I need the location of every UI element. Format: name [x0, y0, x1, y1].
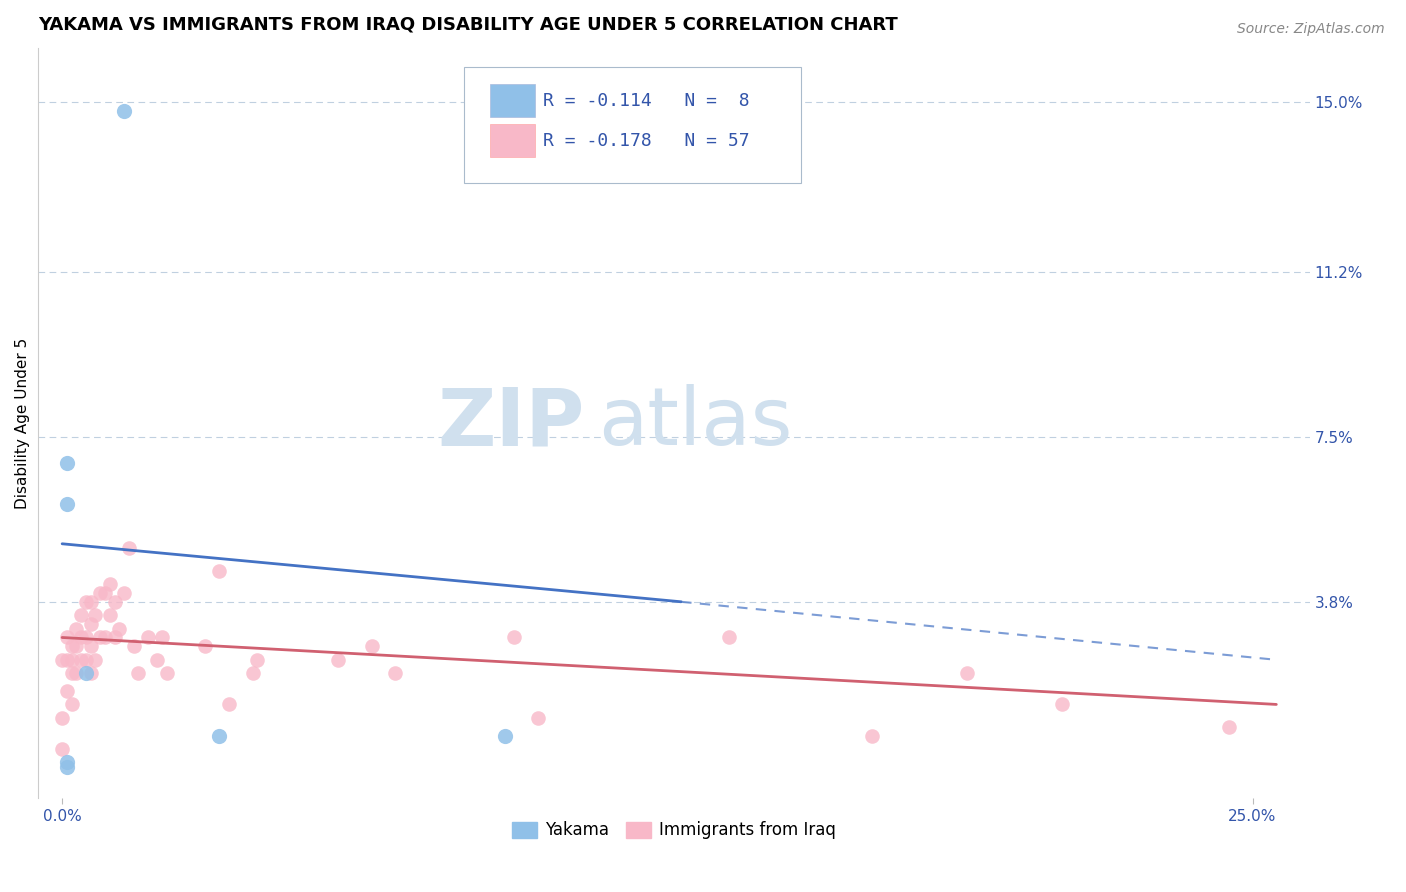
Point	[75, 666, 97, 681]
Point	[51, 711, 73, 725]
Point	[80, 617, 103, 632]
Point	[242, 666, 264, 681]
Point	[80, 595, 103, 609]
Point	[60, 640, 83, 654]
FancyBboxPatch shape	[464, 67, 801, 184]
FancyBboxPatch shape	[489, 85, 536, 118]
Point	[108, 622, 131, 636]
Point	[384, 666, 406, 681]
Point	[56, 497, 79, 511]
Point	[503, 631, 526, 645]
Point	[527, 711, 550, 725]
Text: Source: ZipAtlas.com: Source: ZipAtlas.com	[1237, 22, 1385, 37]
Point	[56, 631, 79, 645]
Point	[136, 631, 159, 645]
Point	[75, 653, 97, 667]
Point	[328, 653, 350, 667]
Text: R = -0.114   N =  8: R = -0.114 N = 8	[543, 92, 749, 110]
Point	[150, 631, 173, 645]
Point	[218, 698, 240, 712]
Point	[60, 698, 83, 712]
Text: atlas: atlas	[598, 384, 792, 462]
Point	[65, 666, 87, 681]
Point	[717, 631, 740, 645]
Point	[75, 595, 97, 609]
Point	[103, 631, 125, 645]
Text: YAKAMA VS IMMIGRANTS FROM IRAQ DISABILITY AGE UNDER 5 CORRELATION CHART: YAKAMA VS IMMIGRANTS FROM IRAQ DISABILIT…	[38, 15, 898, 33]
Point	[112, 586, 135, 600]
Point	[956, 666, 979, 681]
Point	[494, 729, 516, 743]
Point	[70, 608, 93, 623]
Point	[103, 595, 125, 609]
Point	[94, 631, 117, 645]
Point	[122, 640, 145, 654]
Point	[246, 653, 269, 667]
Point	[127, 666, 149, 681]
Point	[65, 622, 87, 636]
Text: ZIP: ZIP	[437, 384, 585, 462]
Y-axis label: Disability Age Under 5: Disability Age Under 5	[15, 338, 30, 509]
Point	[156, 666, 179, 681]
Point	[65, 640, 87, 654]
Point	[60, 653, 83, 667]
Point	[146, 653, 169, 667]
Point	[118, 541, 141, 556]
Point	[56, 760, 79, 774]
Legend: Yakama, Immigrants from Iraq: Yakama, Immigrants from Iraq	[505, 814, 842, 846]
Point	[1218, 720, 1240, 734]
FancyBboxPatch shape	[489, 124, 536, 157]
Point	[194, 640, 217, 654]
Point	[112, 103, 135, 118]
Text: R = -0.178   N = 57: R = -0.178 N = 57	[543, 132, 749, 150]
Point	[84, 608, 107, 623]
Point	[208, 729, 231, 743]
Point	[56, 756, 79, 770]
Point	[1050, 698, 1073, 712]
Point	[51, 653, 73, 667]
Point	[60, 666, 83, 681]
Point	[56, 684, 79, 698]
Point	[860, 729, 883, 743]
Point	[208, 564, 231, 578]
Point	[360, 640, 382, 654]
Point	[98, 577, 121, 591]
Point	[80, 666, 103, 681]
Point	[70, 653, 93, 667]
Point	[56, 457, 79, 471]
Point	[75, 631, 97, 645]
Point	[89, 586, 111, 600]
Point	[94, 586, 117, 600]
Point	[89, 631, 111, 645]
Point	[70, 631, 93, 645]
Point	[84, 653, 107, 667]
Point	[51, 742, 73, 756]
Point	[56, 653, 79, 667]
Point	[80, 640, 103, 654]
Point	[98, 608, 121, 623]
